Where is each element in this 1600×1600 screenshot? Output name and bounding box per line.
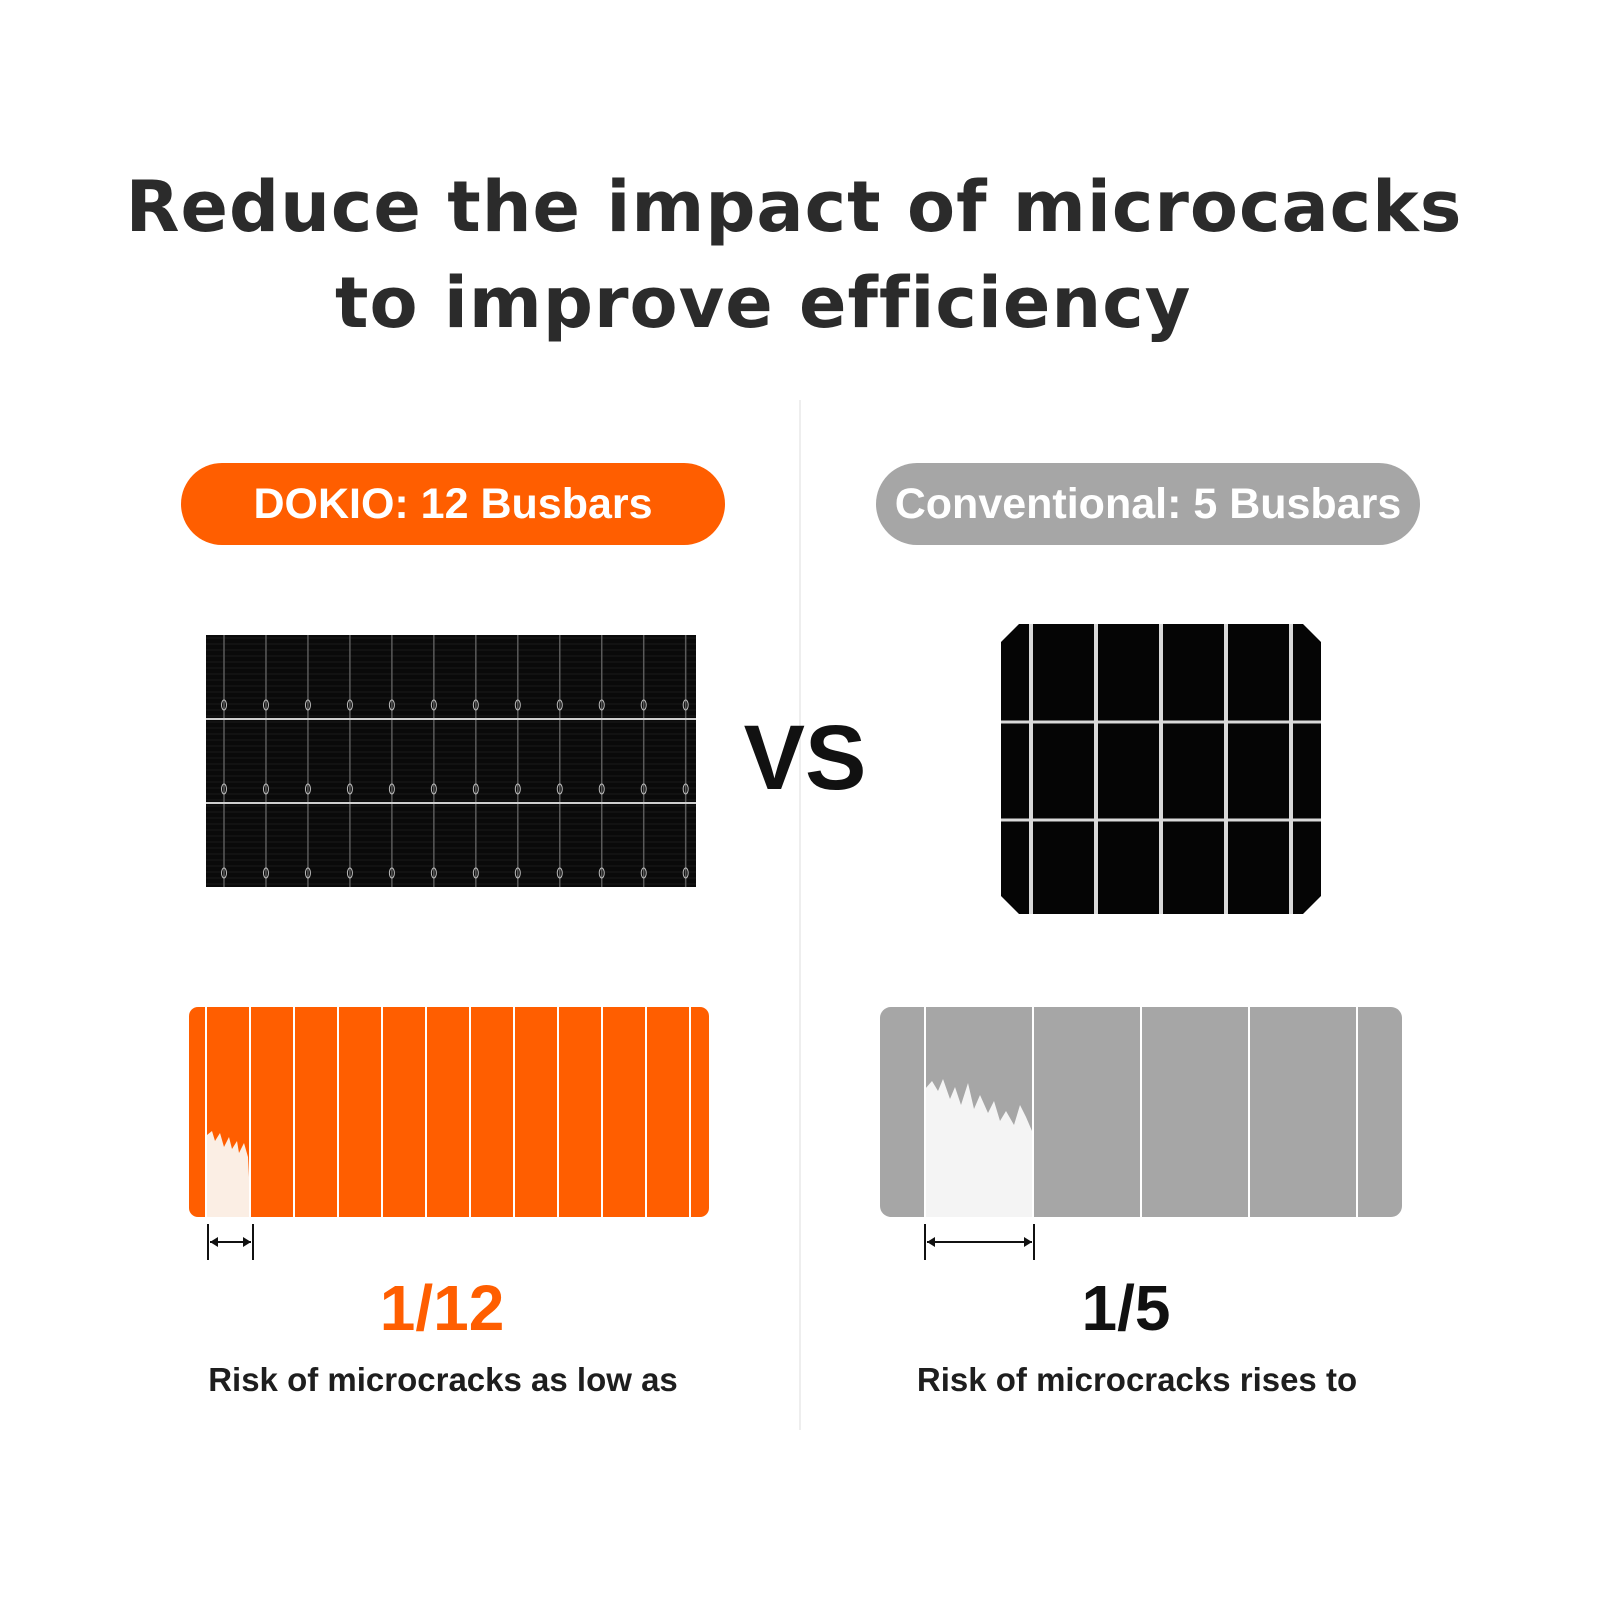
- busbar-node: [262, 699, 269, 711]
- headline-line-1: Reduce the impact of microcacks: [125, 166, 1463, 248]
- busbar-node: [472, 867, 479, 879]
- conventional-busbars-badge: Conventional: 5 Busbars: [876, 463, 1420, 545]
- wide-span-arrow: [924, 1224, 1035, 1260]
- conventional-risk-ratio: 1/5: [1081, 1272, 1171, 1344]
- busbar-node: [598, 867, 605, 879]
- busbar-node: [640, 867, 647, 879]
- busbar-node: [472, 699, 479, 711]
- busbar-node: [221, 783, 227, 795]
- busbar-node: [514, 699, 521, 711]
- busbar-node: [556, 783, 563, 795]
- busbar-node: [304, 783, 311, 795]
- busbar-node: [556, 867, 563, 879]
- busbar-node: [682, 783, 689, 795]
- conventional-risk-caption: Risk of microcracks rises to: [916, 1361, 1358, 1398]
- headline-line-2: to improve efficiency: [335, 262, 1192, 344]
- versus-label: VS: [743, 707, 867, 809]
- busbar-node: [430, 699, 437, 711]
- busbar-node: [262, 783, 269, 795]
- busbar-node: [388, 867, 395, 879]
- busbar-node: [682, 699, 689, 711]
- busbar-node: [640, 783, 647, 795]
- busbar-node: [472, 783, 479, 795]
- busbar-node: [304, 867, 311, 879]
- busbar-node: [640, 699, 647, 711]
- busbar-node: [346, 867, 353, 879]
- busbar-node: [388, 783, 395, 795]
- twelve-busbar-crack-diagram: [189, 1007, 709, 1217]
- busbar-node: [262, 867, 269, 879]
- busbar-node: [430, 867, 437, 879]
- busbar-node: [346, 699, 353, 711]
- busbar-node: [304, 699, 311, 711]
- busbar-node: [346, 783, 353, 795]
- busbar-node: [514, 783, 521, 795]
- busbar-node: [221, 867, 227, 879]
- busbar-node: [682, 867, 689, 879]
- five-busbar-cell-image: [1001, 624, 1321, 914]
- five-busbar-crack-diagram: [880, 1007, 1402, 1217]
- dokio-risk-caption: Risk of microcracks as low as: [208, 1361, 678, 1398]
- busbar-node: [221, 699, 227, 711]
- busbar-node: [598, 699, 605, 711]
- busbar-node: [430, 783, 437, 795]
- narrow-span-arrow: [207, 1224, 254, 1260]
- center-divider: [799, 400, 801, 1430]
- busbar-node: [598, 783, 605, 795]
- dokio-busbars-badge: DOKIO: 12 Busbars: [181, 463, 725, 545]
- busbar-node: [556, 699, 563, 711]
- busbar-node: [388, 699, 395, 711]
- busbar-node: [514, 867, 521, 879]
- twelve-busbar-panel-image: [206, 635, 696, 887]
- dokio-risk-ratio: 1/12: [379, 1272, 505, 1344]
